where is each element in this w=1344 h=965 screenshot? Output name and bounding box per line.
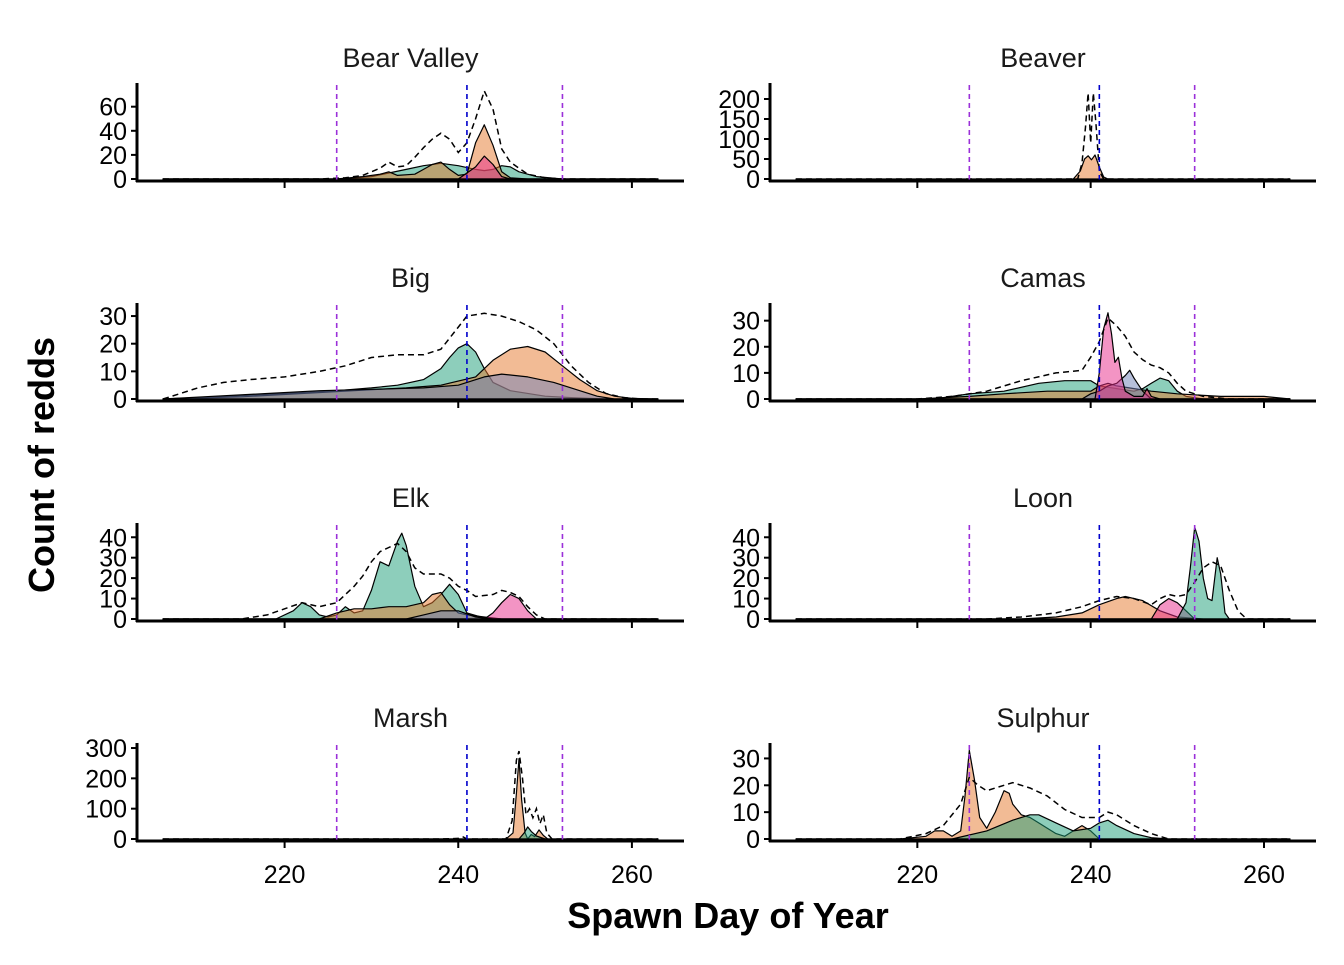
y-tick-label: 0 — [113, 166, 127, 194]
panel-title: Camas — [1000, 263, 1086, 293]
y-tick-label: 50 — [732, 146, 760, 174]
total-dashed-line — [796, 92, 1290, 180]
y-tick-label: 10 — [732, 586, 760, 614]
y-tick-label: 0 — [113, 606, 127, 634]
density-series-3 — [162, 373, 659, 400]
y-tick-label: 10 — [732, 360, 760, 388]
x-tick-label: 260 — [611, 861, 653, 889]
density-series-3 — [795, 526, 1291, 620]
x-tick-label: 240 — [1070, 861, 1112, 889]
y-tick-label: 150 — [718, 106, 760, 134]
y-tick-label: 0 — [746, 606, 760, 634]
y-tick-label: 20 — [99, 142, 127, 170]
total-dashed-line — [162, 312, 658, 400]
density-series-1 — [795, 154, 1291, 180]
density-series-1 — [162, 532, 659, 620]
total-dashed-line — [796, 316, 1290, 400]
density-series-2 — [795, 814, 1291, 840]
y-tick-label: 0 — [113, 826, 127, 854]
x-tick-label: 240 — [437, 861, 479, 889]
y-axis-label: Count of redds — [21, 337, 62, 593]
panel-title: Sulphur — [996, 703, 1089, 733]
x-tick-label: 220 — [896, 861, 938, 889]
density-series-1 — [795, 749, 1291, 840]
y-tick-label: 0 — [746, 166, 760, 194]
y-tick-label: 20 — [732, 772, 760, 800]
y-tick-label: 40 — [732, 524, 760, 552]
x-tick-label: 260 — [1243, 861, 1285, 889]
y-tick-label: 20 — [99, 331, 127, 359]
x-tick-label: 220 — [264, 861, 306, 889]
y-tick-label: 100 — [85, 796, 127, 824]
y-tick-label: 10 — [99, 358, 127, 386]
y-tick-label: 20 — [732, 334, 760, 362]
y-tick-label: 200 — [85, 765, 127, 793]
y-tick-label: 30 — [732, 545, 760, 573]
density-series-1 — [162, 758, 659, 840]
total-dashed-line — [796, 775, 1290, 840]
y-tick-label: 30 — [732, 745, 760, 773]
panel-title: Elk — [392, 483, 430, 513]
density-series-2 — [162, 124, 659, 180]
total-dashed-line — [163, 542, 658, 620]
panel-title: Bear Valley — [342, 43, 479, 73]
y-tick-label: 60 — [99, 94, 127, 122]
y-tick-label: 20 — [99, 565, 127, 593]
y-tick-label: 10 — [99, 586, 127, 614]
y-tick-label: 0 — [746, 826, 760, 854]
y-tick-label: 200 — [718, 86, 760, 114]
y-tick-label: 0 — [746, 386, 760, 414]
x-axis-label: Spawn Day of Year — [567, 895, 888, 936]
panel-title: Loon — [1013, 483, 1073, 513]
y-tick-label: 20 — [732, 565, 760, 593]
total-dashed-line — [163, 750, 658, 840]
density-series-4 — [795, 312, 1291, 400]
panel-title: Big — [391, 263, 430, 293]
total-dashed-line — [163, 88, 658, 180]
y-tick-label: 30 — [99, 303, 127, 331]
y-tick-label: 40 — [99, 118, 127, 146]
density-series-2 — [162, 826, 659, 840]
panel-title: Beaver — [1000, 43, 1086, 73]
y-tick-label: 0 — [113, 386, 127, 414]
y-tick-label: 40 — [99, 524, 127, 552]
y-tick-label: 30 — [732, 308, 760, 336]
y-tick-label: 300 — [85, 735, 127, 763]
y-tick-label: 30 — [99, 545, 127, 573]
y-tick-label: 10 — [732, 799, 760, 827]
y-tick-label: 100 — [718, 126, 760, 154]
panels-layer: Bear Valley0204060Beaver050100150200Big0… — [85, 43, 1316, 889]
panel-title: Marsh — [373, 703, 448, 733]
